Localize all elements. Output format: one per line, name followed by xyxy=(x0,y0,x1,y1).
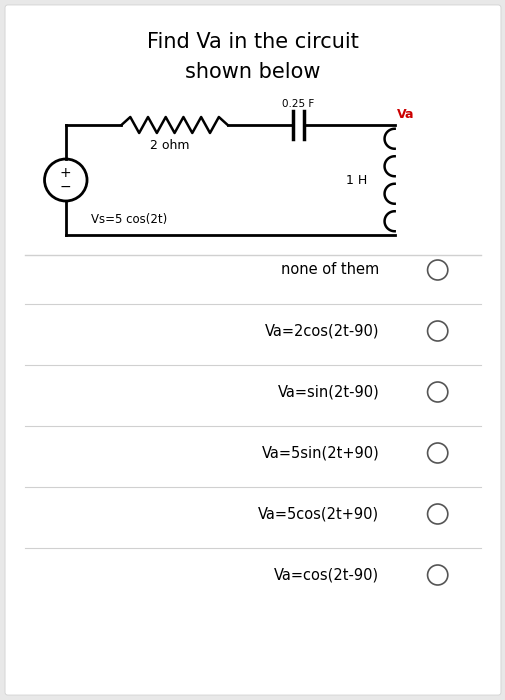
Text: Va=sin(2t-90): Va=sin(2t-90) xyxy=(277,384,379,400)
Text: 0.25 F: 0.25 F xyxy=(282,99,314,109)
Text: Va=5sin(2t+90): Va=5sin(2t+90) xyxy=(261,445,379,461)
Text: Find Va in the circuit: Find Va in the circuit xyxy=(147,32,358,52)
Text: 1 H: 1 H xyxy=(345,174,366,186)
Text: Va=cos(2t-90): Va=cos(2t-90) xyxy=(274,568,379,582)
Text: −: − xyxy=(60,180,71,194)
Text: Va: Va xyxy=(396,108,414,121)
Text: Va=2cos(2t-90): Va=2cos(2t-90) xyxy=(265,323,379,339)
Text: none of them: none of them xyxy=(281,262,379,277)
Text: +: + xyxy=(60,166,71,180)
Text: Va=5cos(2t+90): Va=5cos(2t+90) xyxy=(258,507,379,522)
FancyBboxPatch shape xyxy=(5,5,500,695)
Text: Vs=5 cos(2t): Vs=5 cos(2t) xyxy=(91,213,167,226)
Text: 2 ohm: 2 ohm xyxy=(149,139,189,152)
Text: shown below: shown below xyxy=(185,62,320,83)
